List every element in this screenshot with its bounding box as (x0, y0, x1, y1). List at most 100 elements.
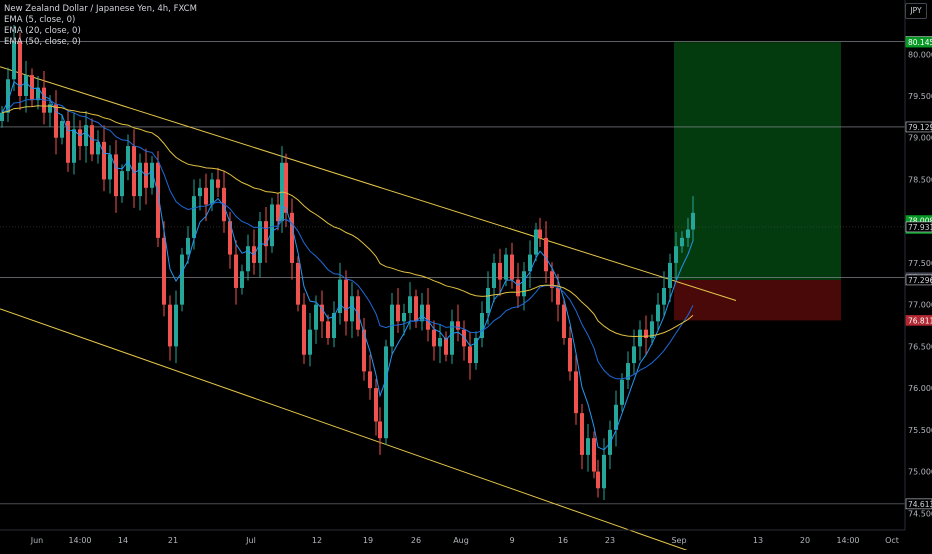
x-tick-4: Jul (245, 536, 256, 545)
candle-body-25 (150, 162, 154, 188)
y-tick-2: 79.000 (908, 134, 932, 143)
ema-line-20 (1, 98, 694, 380)
legend-ema-20: EMA (20, close, 0) (4, 26, 81, 36)
candle-body-64 (378, 421, 382, 439)
candle-body-63 (374, 388, 378, 422)
candle-body-117 (691, 212, 695, 230)
candle-body-36 (216, 179, 220, 188)
candle-body-41 (246, 246, 250, 272)
y-tick-3: 78.500 (908, 175, 932, 184)
candle-body-31 (186, 237, 190, 255)
price-tag-text-6: 77.296 (908, 276, 932, 285)
candle-body-108 (638, 329, 642, 347)
price-tag-text-2: 79.129 (908, 123, 932, 132)
x-tick-2: 14 (118, 536, 128, 545)
price-tag-text-7: 76.811 (908, 316, 932, 325)
candle-body-92 (544, 237, 548, 272)
ema-line-50 (1, 105, 694, 338)
x-tick-13: 13 (753, 536, 763, 545)
legend-ema-5: EMA (5, close, 0) (4, 15, 76, 25)
candles (0, 25, 695, 500)
candle-body-91 (538, 229, 542, 238)
price-tag-2 (905, 121, 932, 133)
y-tick-9: 75.500 (908, 426, 932, 435)
candle-body-52 (308, 329, 312, 355)
candle-body-23 (138, 162, 142, 197)
candle-body-88 (522, 271, 526, 297)
candle-body-18 (108, 154, 112, 180)
x-tick-5: 12 (312, 536, 322, 545)
legend-ema-50: EMA (50, close, 0) (4, 37, 81, 47)
candle-body-72 (426, 304, 430, 330)
y-tick-11: 74.500 (908, 509, 932, 518)
candle-body-65 (384, 346, 388, 439)
price-tag-text-1: 80.145 (908, 38, 932, 47)
legend: New Zealand Dollar / Japanese Yen, 4h, F… (4, 4, 197, 48)
candle-body-84 (498, 262, 502, 280)
candle-body-14 (84, 125, 88, 147)
candle-body-101 (596, 471, 600, 489)
candle-body-3 (18, 41, 22, 96)
candle-body-20 (120, 171, 124, 197)
candle-body-111 (656, 304, 660, 322)
position-target-zone (674, 42, 841, 280)
candle-body-102 (602, 454, 606, 489)
x-tick-15: 14:00 (836, 536, 859, 545)
price-tag-1 (905, 36, 932, 48)
candle-body-53 (314, 304, 318, 330)
candle-body-99 (586, 438, 590, 455)
candle-body-34 (204, 187, 208, 205)
candle-body-51 (302, 304, 306, 355)
candle-body-5 (30, 75, 34, 101)
candle-body-116 (686, 229, 690, 238)
candle-body-90 (534, 229, 538, 255)
candle-body-86 (510, 254, 514, 280)
price-tag-6 (905, 274, 932, 286)
y-tick-6: 77.000 (908, 301, 932, 310)
candle-body-89 (528, 254, 532, 272)
candle-body-68 (402, 312, 406, 322)
candle-body-81 (480, 312, 484, 339)
candle-body-115 (680, 237, 684, 247)
candle-body-61 (362, 329, 366, 372)
candle-body-96 (568, 338, 572, 372)
price-tag-text-8: 74.613 (908, 500, 932, 509)
x-tick-0: Jun (30, 536, 44, 545)
candle-body-43 (258, 221, 262, 263)
candle-body-71 (420, 304, 424, 322)
candle-body-9 (54, 104, 58, 138)
candle-body-2 (12, 41, 16, 80)
candle-body-114 (674, 246, 678, 263)
candle-body-10 (60, 121, 64, 138)
candle-body-57 (338, 279, 342, 313)
candle-body-59 (350, 296, 354, 322)
candle-body-44 (264, 221, 268, 247)
candle-body-80 (474, 338, 478, 364)
x-tick-11: 23 (605, 536, 615, 545)
x-tick-14: 20 (800, 536, 810, 545)
price-tag-7 (905, 315, 932, 326)
x-tick-3: 21 (168, 536, 178, 545)
candle-body-85 (504, 254, 508, 280)
candle-body-74 (438, 338, 442, 347)
candle-body-35 (210, 179, 214, 205)
x-tick-7: 26 (411, 536, 421, 545)
chart-title: New Zealand Dollar / Japanese Yen, 4h, F… (4, 4, 197, 14)
price-tag-text-4: 77.931 (908, 223, 932, 232)
currency-badge[interactable]: JPY (905, 3, 927, 19)
candle-body-95 (562, 304, 566, 339)
position-stop-zone (674, 279, 841, 321)
price-tag-text-3: 78.008 (908, 217, 932, 226)
candle-body-109 (644, 329, 648, 339)
candle-body-38 (228, 221, 232, 255)
x-tick-8: Aug (453, 536, 469, 545)
candle-body-110 (650, 321, 654, 339)
candle-body-28 (168, 304, 172, 347)
y-tick-5: 77.500 (908, 259, 932, 268)
price-tag-8 (905, 498, 932, 510)
candle-body-82 (486, 287, 490, 313)
candle-body-78 (462, 329, 466, 347)
candle-body-22 (132, 146, 136, 197)
